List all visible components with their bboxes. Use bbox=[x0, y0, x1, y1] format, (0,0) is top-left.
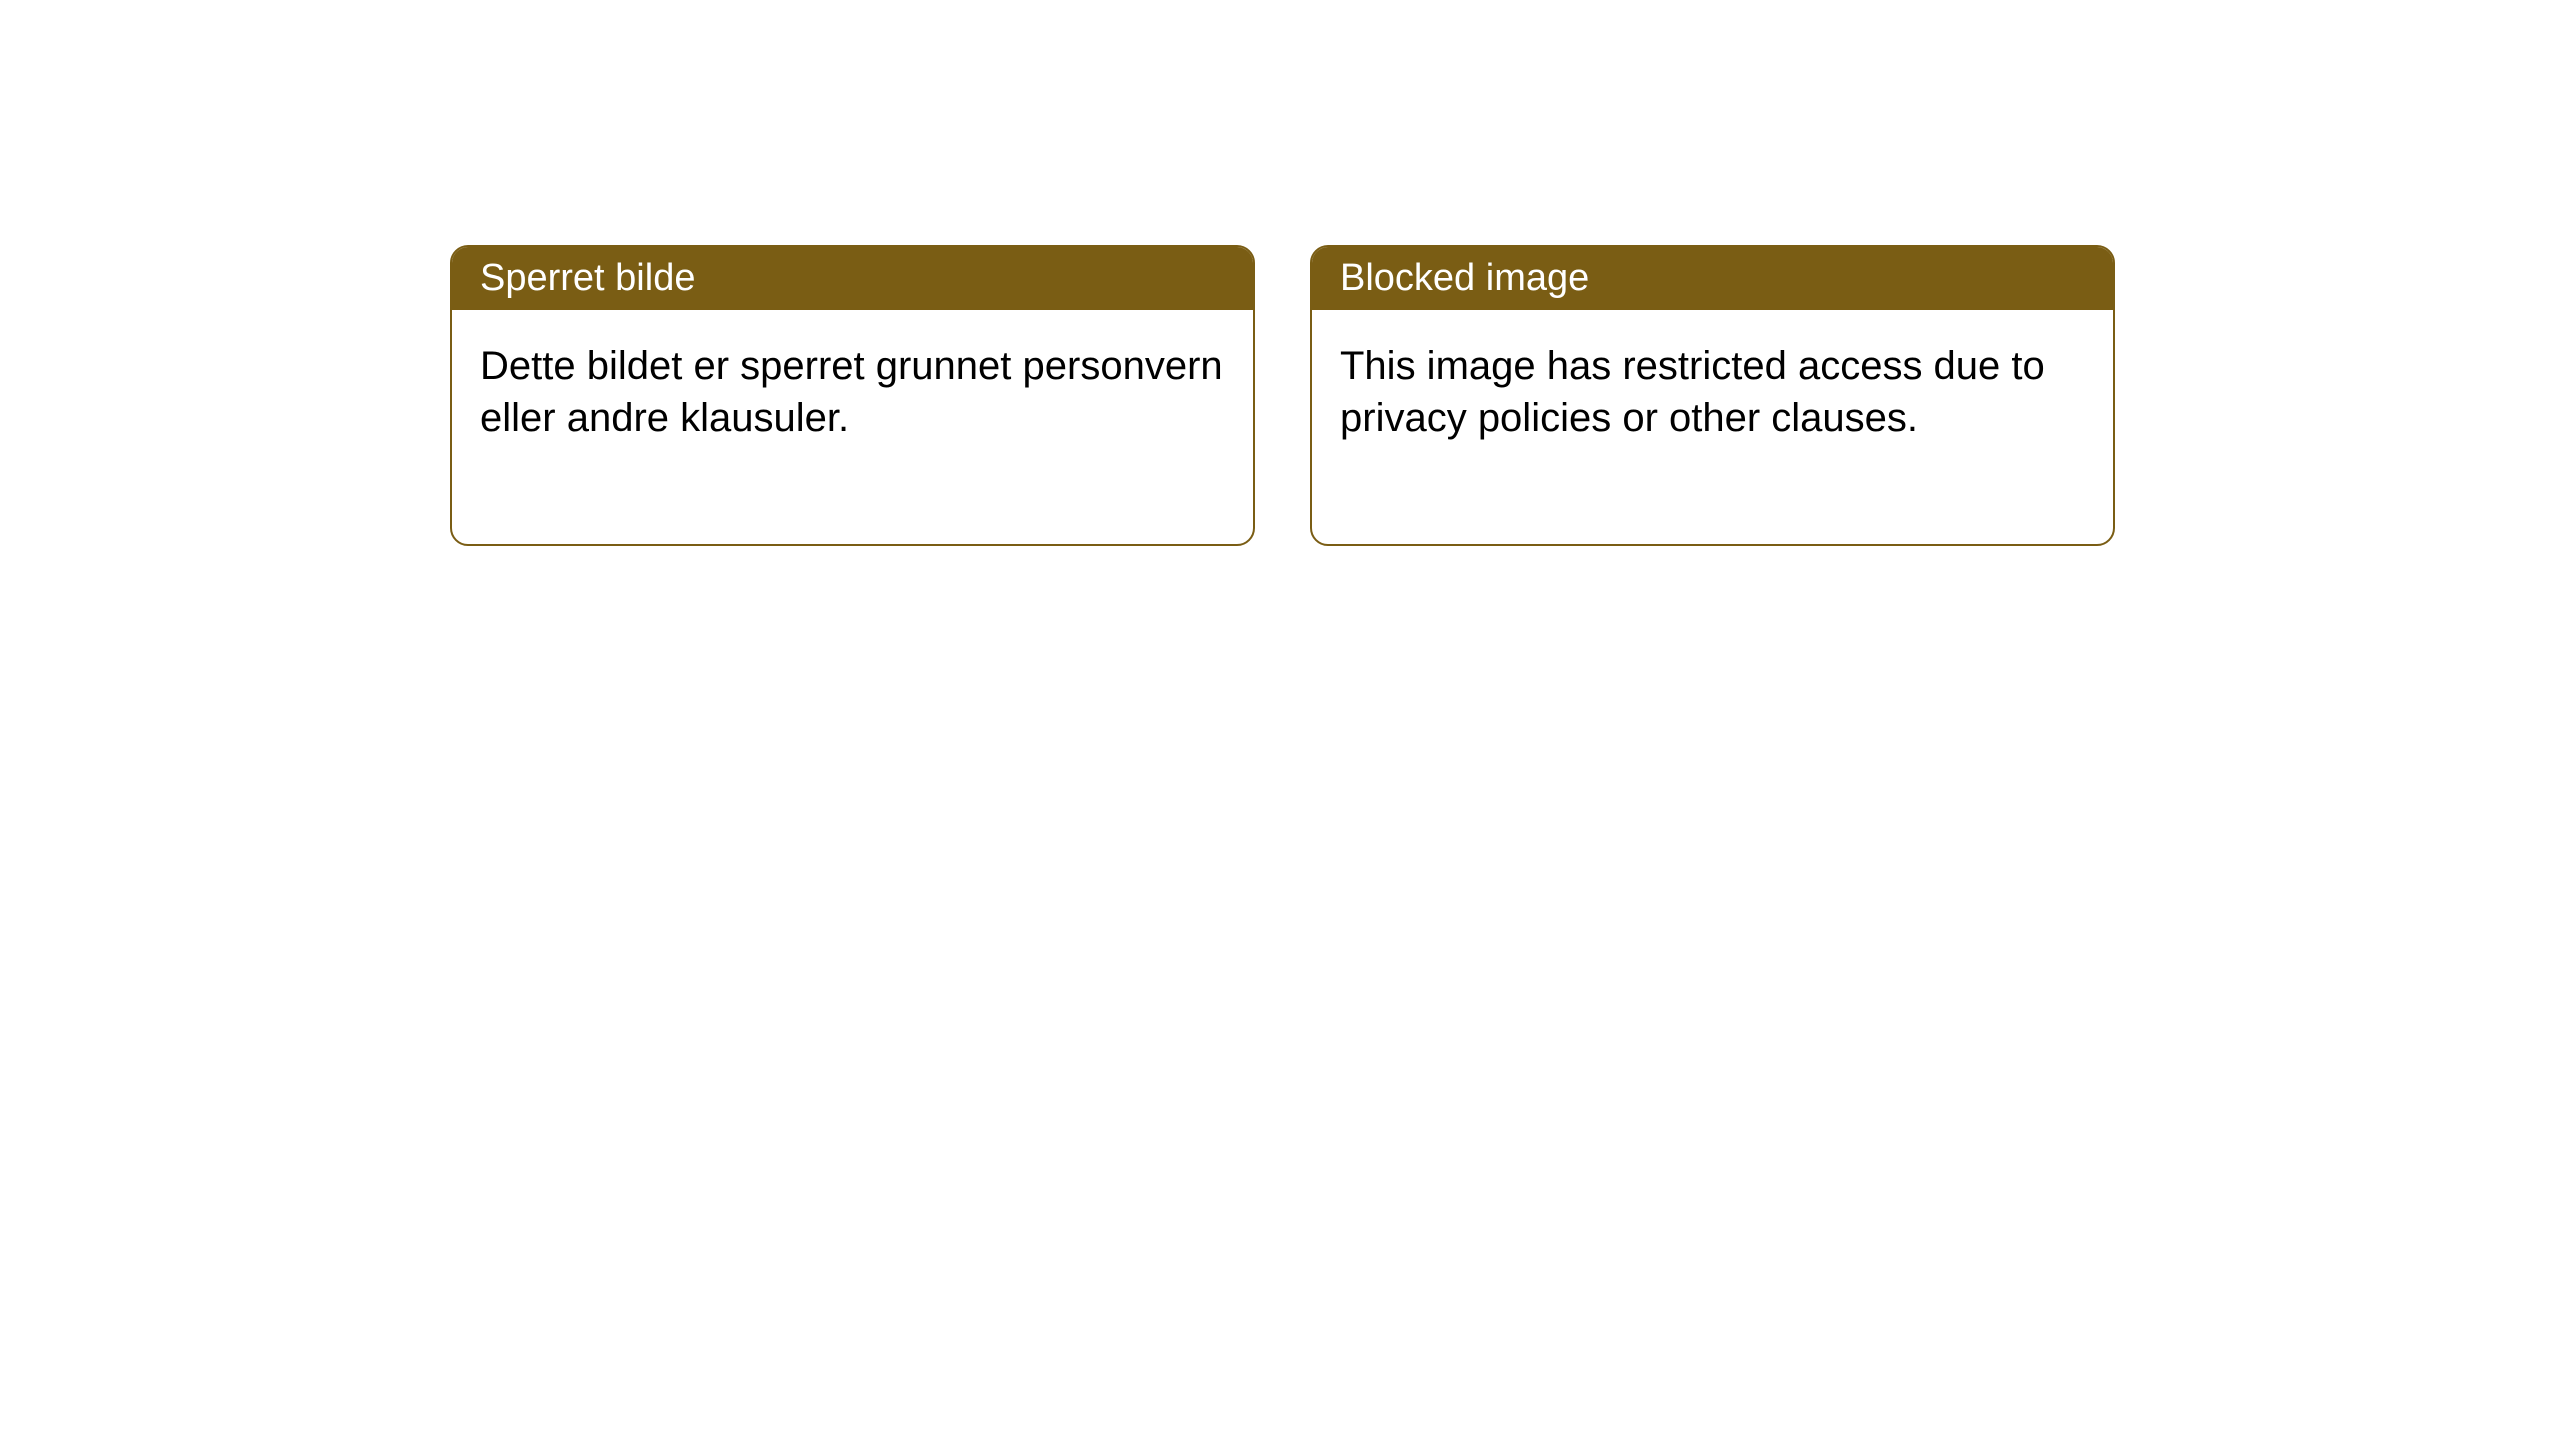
notice-body: This image has restricted access due to … bbox=[1312, 310, 2113, 544]
notice-body: Dette bildet er sperret grunnet personve… bbox=[452, 310, 1253, 544]
notice-container: Sperret bilde Dette bildet er sperret gr… bbox=[450, 245, 2115, 546]
notice-card-english: Blocked image This image has restricted … bbox=[1310, 245, 2115, 546]
notice-title: Blocked image bbox=[1312, 247, 2113, 310]
notice-card-norwegian: Sperret bilde Dette bildet er sperret gr… bbox=[450, 245, 1255, 546]
notice-title: Sperret bilde bbox=[452, 247, 1253, 310]
